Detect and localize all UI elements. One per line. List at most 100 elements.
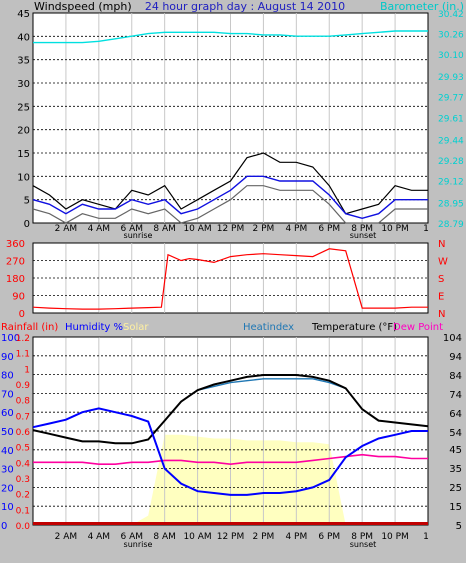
top-xtick-label: 10 PM [381,224,409,234]
top-ytick-left: 40 [17,32,30,43]
top-ytick-right: 30.42 [438,10,464,20]
bottom-ytick-right: 45 [449,445,462,456]
bottom-ytick-left: 40 [1,446,14,457]
mid-grid [33,242,428,314]
top-ytick-right: 29.61 [438,114,464,124]
top-ytick-right: 28.95 [438,199,464,209]
top-ytick-left: 30 [17,79,30,90]
bottom-series [32,374,429,496]
top-grid [33,12,428,224]
wind-avg-line [32,175,428,220]
rainfall-bar [33,522,428,525]
bottom-xtick-label: 6 AM [120,532,143,542]
top-xtick-label: 6 PM [318,224,340,234]
bottom-header-rainfall: Rainfall (in) [1,322,58,333]
mid-ytick-right: N [438,239,445,250]
bottom-ytick-rain: 1 [24,365,30,375]
bottom-header-temperature: Temperature (°F) [311,322,397,333]
top-xtick-label: 8 AM [153,224,176,234]
bottom-xtick-label: 8 AM [153,532,176,542]
top-ytick-left: 35 [17,56,30,67]
bottom-xtick-label: 2 PM [253,532,275,542]
mid-ytick-left: 90 [12,292,25,303]
bottom-ytick-right: 15 [449,502,462,513]
mid-ytick-right: W [438,257,448,268]
top-series [32,30,428,224]
bottom-xtick-label: 10 AM [183,532,211,542]
wind-direction-line [32,248,428,310]
bottom-xticks: 2 AM 4 AM 6 AM 8 AM 10 AM 12 PM 2 PM 4 PM 6 PM 8 … [55,532,429,542]
top-ytick-left: 0 [24,219,30,230]
bottom-xtick-label: 4 AM [88,532,111,542]
top-xtick-label: 6 AM [120,224,143,234]
dewpoint-line [33,453,428,466]
top-yticks-right: 28.79 28.95 29.12 29.28 29.44 29.61 29.77 29.93… [438,10,464,230]
top-xtick-label: 10 AM [183,224,211,234]
bottom-yticks-left: 0 10 20 30 40 50 60 70 80 90 100 [1,333,20,532]
mid-series [32,248,428,310]
bottom-ytick-right: 25 [449,483,462,494]
bottom-ytick-rain: 0.6 [16,428,31,438]
top-ytick-left: 25 [17,102,30,113]
bottom-xtick-label: 6 PM [318,532,340,542]
mid-ytick-left: 360 [6,239,25,250]
bottom-ytick-rain: 1.1 [16,350,30,360]
humidity-line [32,407,428,496]
mid-ytick-right: S [438,274,444,285]
bottom-yticks-rain: 0.0 0.1 0.2 0.3 0.4 0.5 0.6 0.7 0.8 0.9 1 1.1 1.2 [16,334,31,532]
bottom-ytick-rain: 0.4 [16,459,31,469]
bottom-ytick-left: 80 [1,371,14,382]
top-title-center: 24 hour graph day : August 14 2010 [145,0,345,13]
bottom-ytick-right: 35 [449,464,462,475]
top-xtick-label: 4 AM [88,224,111,234]
top-ytick-left: 45 [17,9,30,20]
wind-gust-line [32,152,428,215]
barometer-line [33,30,428,44]
top-xtick-label: 8 PM [351,224,373,234]
top-xtick-label: 12 PM [217,224,245,234]
top-ytick-right: 29.77 [438,94,464,104]
mid-ytick-right: N [438,309,445,320]
bottom-ytick-rain: 0.7 [16,412,30,422]
mid-ytick-left: 270 [6,257,25,268]
top-ytick-right: 28.79 [438,220,464,230]
bottom-ytick-right: 5 [456,521,462,532]
bottom-ytick-left: 50 [1,427,14,438]
bottom-ytick-right: 94 [449,352,462,363]
bottom-xtick-label: 1 [423,532,429,542]
top-xticks: 2 AM 4 AM 6 AM 8 AM 10 AM 12 PM 2 PM 4 PM 6 PM 8 … [55,224,429,234]
bottom-xtick-label: 8 PM [351,532,373,542]
top-ytick-right: 29.44 [438,136,464,146]
bottom-ytick-left: 10 [1,502,14,513]
mid-ytick-left: 180 [6,274,25,285]
bottom-ytick-right: 64 [449,409,462,420]
bottom-grid [33,336,428,526]
wind-lull-line [32,185,428,224]
mid-ytick-right: E [438,292,444,303]
bottom-header-solar: Solar [123,322,149,333]
bottom-ytick-rain: 0.5 [16,444,30,454]
bottom-header-heatindex: Heatindex [243,322,294,333]
top-xtick-label: 1 [423,224,429,234]
heatindex-line [197,378,346,391]
bottom-xtick-label: 10 PM [381,532,409,542]
bottom-ytick-rain: 0.0 [16,522,31,532]
bottom-sunrise-label: sunrise [124,540,153,549]
top-ytick-left: 5 [24,196,30,207]
top-ytick-left: 20 [17,126,30,137]
top-ytick-right: 30.10 [438,51,464,61]
bottom-ytick-rain: 0.8 [16,397,31,407]
bottom-ytick-left: 30 [1,465,14,476]
top-xtick-label: 4 PM [285,224,307,234]
bottom-ytick-left: 60 [1,408,14,419]
bottom-ytick-left: 100 [1,333,20,344]
bottom-xtick-label: 12 PM [217,532,245,542]
top-title-left: Windspeed (mph) [34,0,132,13]
top-ytick-right: 29.93 [438,73,464,83]
bottom-ytick-right: 74 [449,390,462,401]
top-sunrise-label: sunrise [124,231,153,240]
bottom-header-humidity: Humidity % [65,322,123,333]
